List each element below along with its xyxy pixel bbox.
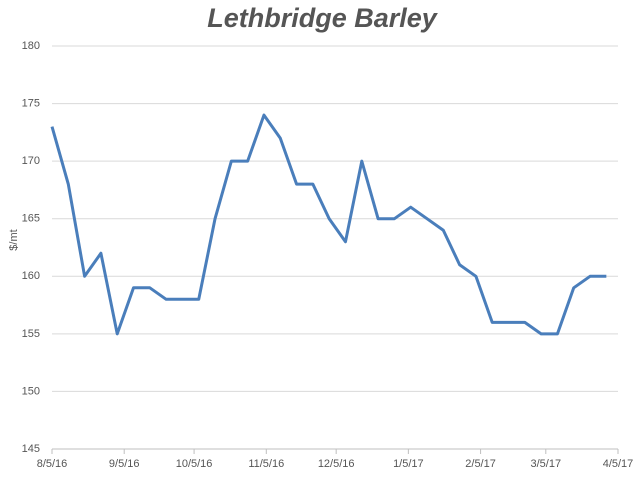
data-line — [50, 113, 607, 336]
y-tick-label: 160 — [22, 270, 40, 282]
x-tick-label: 1/5/17 — [393, 458, 424, 470]
chart-title: Lethbridge Barley — [207, 3, 439, 33]
y-tick-label: 145 — [22, 443, 40, 455]
x-tick-label: 12/5/16 — [318, 458, 355, 470]
x-tick-label: 10/5/16 — [176, 458, 213, 470]
y-tick-label: 180 — [22, 40, 40, 52]
y-tick-label: 175 — [22, 97, 40, 109]
x-tick-label: 3/5/17 — [530, 458, 561, 470]
y-tick-label: 150 — [22, 385, 40, 397]
x-tick-label: 4/5/17 — [603, 458, 634, 470]
y-tick-label: 155 — [22, 328, 40, 340]
y-tick-label: 165 — [22, 213, 40, 225]
x-tick-label: 8/5/16 — [37, 458, 68, 470]
y-tick-label: 170 — [22, 155, 40, 167]
x-tick-label: 2/5/17 — [465, 458, 496, 470]
y-axis-label: $/mt — [8, 229, 20, 250]
x-tick-label: 11/5/16 — [248, 458, 284, 470]
x-tick-label: 9/5/16 — [109, 458, 140, 470]
